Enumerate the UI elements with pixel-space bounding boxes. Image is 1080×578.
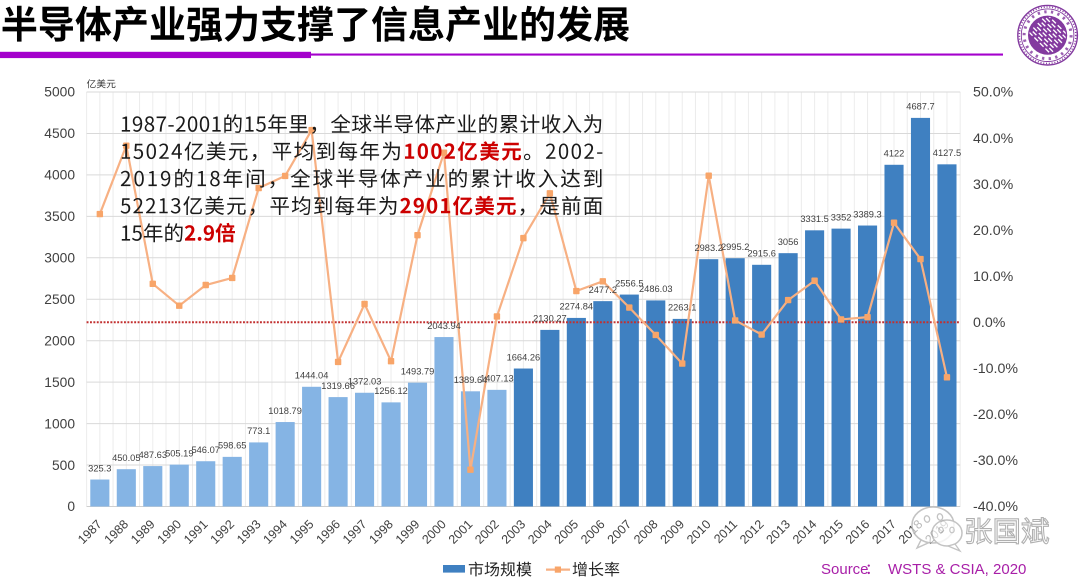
svg-text:-30.0%: -30.0%	[973, 453, 1018, 469]
svg-text:2043.94: 2043.94	[427, 321, 461, 331]
svg-text:2995.2: 2995.2	[721, 242, 749, 252]
svg-text:WSTS & CSIA, 2020: WSTS & CSIA, 2020	[888, 561, 1026, 578]
svg-text:1444.04: 1444.04	[295, 371, 329, 381]
svg-text:3352: 3352	[831, 212, 852, 222]
svg-text:1493.79: 1493.79	[401, 367, 435, 377]
svg-text:2556.5: 2556.5	[615, 278, 643, 288]
svg-text:20.0%: 20.0%	[973, 223, 1014, 239]
svg-text:40.0%: 40.0%	[973, 131, 1014, 147]
svg-text:3056: 3056	[778, 237, 799, 247]
svg-text:5000: 5000	[44, 85, 75, 100]
svg-text:598.65: 598.65	[218, 441, 246, 451]
svg-text:1407.13: 1407.13	[480, 374, 514, 384]
svg-text:546.07: 546.07	[191, 445, 219, 455]
svg-text:773.1: 773.1	[247, 426, 270, 436]
svg-text:1000: 1000	[44, 416, 75, 431]
svg-text:2915.6: 2915.6	[747, 249, 775, 259]
svg-text:450.05: 450.05	[112, 453, 140, 463]
svg-text:30.0%: 30.0%	[973, 177, 1014, 193]
svg-text:1018.79: 1018.79	[268, 406, 302, 416]
svg-text:4127.5: 4127.5	[933, 148, 961, 158]
svg-text:4500: 4500	[44, 126, 75, 141]
svg-text:1319.66: 1319.66	[321, 381, 355, 391]
svg-text:2983.2: 2983.2	[694, 243, 722, 253]
svg-text:500: 500	[52, 458, 75, 473]
svg-text:2263.1: 2263.1	[668, 303, 696, 313]
svg-text:2477.2: 2477.2	[589, 285, 617, 295]
svg-text:0: 0	[67, 499, 75, 514]
svg-text:3500: 3500	[44, 209, 75, 224]
svg-text:3331.5: 3331.5	[800, 214, 828, 224]
svg-text:10.0%: 10.0%	[973, 269, 1014, 285]
svg-text:1664.26: 1664.26	[507, 352, 541, 362]
svg-text:-10.0%: -10.0%	[973, 361, 1018, 377]
svg-text:3000: 3000	[44, 251, 75, 266]
svg-text:4000: 4000	[44, 168, 75, 183]
svg-text:50.0%: 50.0%	[973, 85, 1014, 101]
svg-text:0.0%: 0.0%	[973, 315, 1006, 331]
svg-text:4687.7: 4687.7	[906, 102, 934, 112]
svg-text:3389.3: 3389.3	[853, 209, 881, 219]
svg-text:2000: 2000	[44, 333, 75, 348]
svg-text:1256.12: 1256.12	[374, 386, 408, 396]
svg-text:1372.03: 1372.03	[348, 377, 382, 387]
svg-text:-40.0%: -40.0%	[973, 499, 1018, 515]
svg-text:Source: Source	[821, 561, 869, 578]
svg-text:2274.84: 2274.84	[559, 302, 593, 312]
svg-text:2500: 2500	[44, 292, 75, 307]
svg-text:325.3: 325.3	[88, 463, 111, 473]
svg-text:2486.03: 2486.03	[639, 284, 673, 294]
svg-text:487.63: 487.63	[139, 450, 167, 460]
svg-text:4122: 4122	[884, 149, 905, 159]
svg-text:505.19: 505.19	[165, 448, 193, 458]
svg-text:1389.64: 1389.64	[454, 375, 488, 385]
svg-text:1500: 1500	[44, 375, 75, 390]
svg-text:-20.0%: -20.0%	[973, 407, 1018, 423]
svg-text:2130.27: 2130.27	[533, 314, 567, 324]
